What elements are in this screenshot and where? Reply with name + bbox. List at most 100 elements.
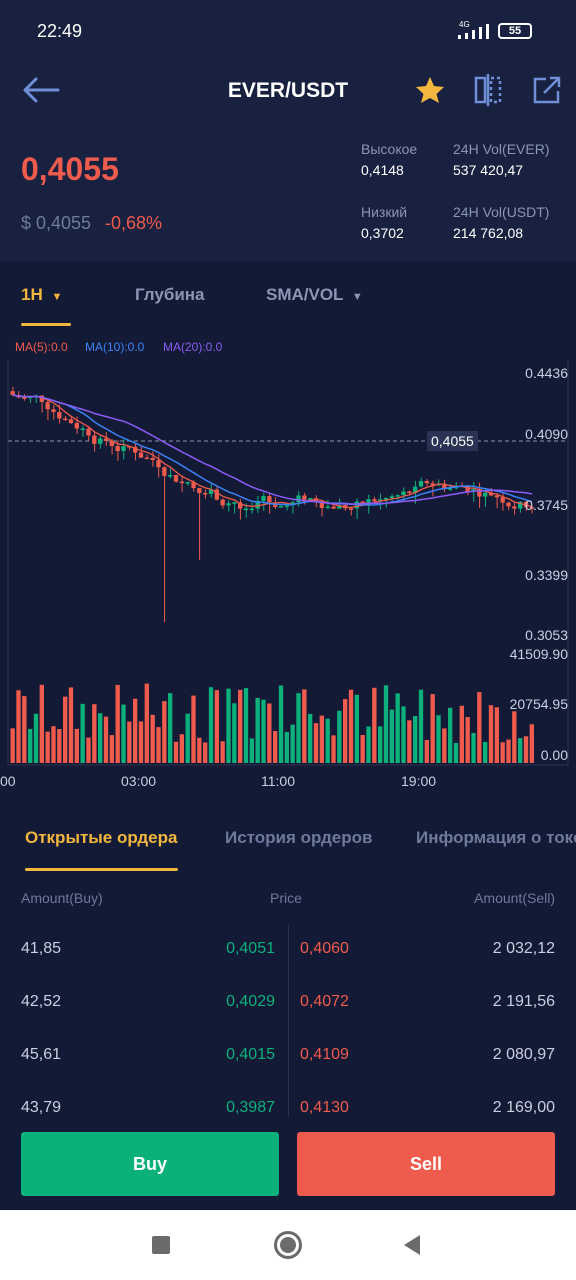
- kline-chart[interactable]: [0, 355, 576, 770]
- high-label: Высокое: [361, 141, 418, 157]
- volume-bar: [395, 693, 400, 763]
- volume-bar: [319, 715, 324, 763]
- candle-body: [249, 508, 254, 511]
- price-tick-4: 0.3399: [525, 567, 568, 583]
- volume-bar: [226, 688, 231, 763]
- candle-body: [214, 489, 219, 500]
- orderbook-buy_amount: 45,61: [21, 1046, 62, 1063]
- tab-token-info[interactable]: Информация о токе: [416, 828, 576, 847]
- volume-bar: [372, 687, 377, 763]
- volume-bar: [290, 724, 295, 763]
- volume-bar: [51, 726, 56, 763]
- volume-bar: [465, 717, 470, 763]
- candle-body: [57, 411, 62, 419]
- star-icon[interactable]: [415, 76, 445, 104]
- candle-body: [162, 467, 167, 476]
- volume-bar: [179, 734, 184, 763]
- volume-bar: [343, 699, 348, 763]
- candle-body: [488, 492, 494, 496]
- status-time: 22:49: [37, 21, 83, 41]
- tab-indicator[interactable]: SMA/VOL ▼: [266, 285, 363, 305]
- volume-bar: [243, 688, 249, 763]
- orderbook-sell_price: 0,4060: [300, 940, 349, 957]
- order-tab-indicator: [25, 868, 178, 871]
- volume-bar: [92, 704, 97, 763]
- tab-depth[interactable]: Глубина: [135, 285, 205, 304]
- volume-bar: [57, 729, 62, 763]
- volume-bar: [173, 741, 179, 763]
- sell-button[interactable]: Sell: [297, 1132, 555, 1196]
- volume-bar: [86, 737, 91, 763]
- volume-bar: [22, 696, 27, 763]
- candle-body: [483, 492, 488, 497]
- volume-bar: [261, 699, 266, 763]
- volume-bar: [383, 685, 389, 763]
- volume-bar: [348, 689, 354, 763]
- candle-body: [325, 506, 330, 509]
- candle-body: [413, 486, 418, 494]
- vol-base-value: 537 420,47: [453, 162, 524, 178]
- low-label: Низкий: [361, 204, 408, 220]
- ma20-line: [12, 394, 533, 506]
- candle-body: [389, 496, 394, 499]
- volume-bar: [418, 689, 424, 763]
- orderbook-divider: [288, 925, 289, 1117]
- volume-bar: [378, 726, 383, 763]
- orderbook-sell_price: 0,4072: [300, 993, 349, 1010]
- candle-body: [138, 452, 144, 458]
- split-view-icon[interactable]: [473, 74, 503, 106]
- arrow-left-icon[interactable]: [22, 76, 60, 104]
- home-icon[interactable]: [274, 1231, 302, 1259]
- candle-body: [243, 508, 249, 511]
- share-icon[interactable]: [532, 75, 562, 105]
- volume-bar: [121, 704, 126, 763]
- candle-body: [156, 460, 161, 468]
- volume-bar: [197, 737, 202, 763]
- volume-bar: [512, 711, 517, 763]
- order-tabs: [0, 800, 576, 870]
- volume-bar: [284, 731, 289, 763]
- volume-bar: [133, 698, 138, 763]
- candle-body: [255, 500, 260, 509]
- candle-body: [348, 508, 354, 510]
- recents-icon[interactable]: [152, 1236, 170, 1254]
- volume-bar: [68, 687, 74, 763]
- volume-bar: [10, 728, 15, 763]
- candle-body: [51, 409, 56, 412]
- candle-body: [465, 485, 470, 492]
- volume-bar: [302, 689, 307, 763]
- volume-bar: [156, 727, 161, 763]
- candle-body: [424, 480, 429, 484]
- candle-body: [63, 418, 68, 420]
- back-icon[interactable]: [402, 1234, 422, 1256]
- volume-bar: [238, 689, 243, 763]
- volume-bar: [494, 707, 499, 763]
- caret-down-icon: ▼: [351, 291, 363, 303]
- ma10-legend: MA(10):0.0: [85, 340, 145, 354]
- volume-bar: [523, 736, 529, 763]
- volume-bar: [500, 742, 505, 763]
- volume-bar: [214, 690, 219, 763]
- tab-order-history[interactable]: История ордеров: [225, 828, 373, 847]
- volume-bar: [518, 738, 523, 763]
- volume-bar: [389, 709, 394, 763]
- tab-open-orders[interactable]: Открытые ордера: [25, 828, 178, 847]
- candle-body: [383, 498, 389, 500]
- volume-bar: [127, 721, 132, 763]
- candle-body: [86, 428, 91, 436]
- time-tick-3: 11:00: [261, 773, 295, 789]
- tab-interval[interactable]: 1H ▼: [21, 285, 62, 305]
- volume-bar: [424, 739, 429, 763]
- volume-bar: [413, 716, 418, 763]
- candle-body: [232, 502, 237, 504]
- volume-bar: [98, 713, 103, 763]
- volume-bar: [483, 741, 488, 763]
- low-value: 0,3702: [361, 225, 404, 241]
- usd-price: $ 0,4055: [21, 213, 92, 233]
- candle-body: [121, 446, 126, 452]
- candles: [10, 386, 534, 623]
- candle-body: [226, 503, 231, 506]
- volume-bar: [430, 694, 435, 763]
- buy-button[interactable]: Buy: [21, 1132, 279, 1196]
- candle-body: [296, 495, 301, 503]
